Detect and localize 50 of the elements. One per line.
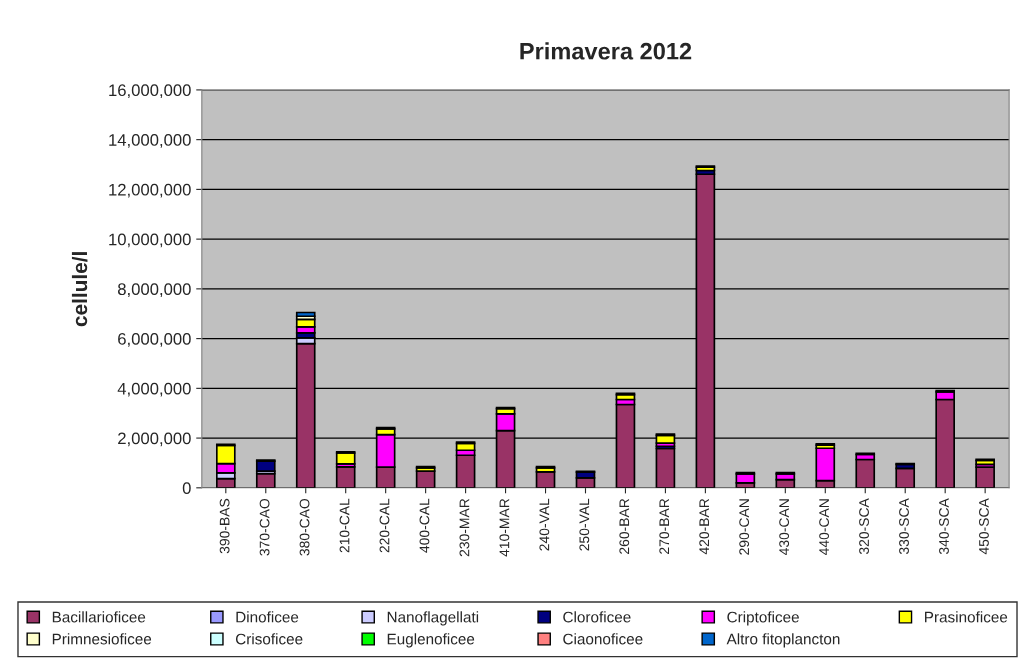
legend-label: Criptoficee <box>727 611 799 626</box>
y-tick-label: 4,000,000 <box>117 382 191 397</box>
legend-label: Primnesioficee <box>52 633 152 645</box>
bar <box>895 467 916 488</box>
bar <box>335 452 356 465</box>
x-tick-label: 370-CAO <box>259 498 270 556</box>
y-tick-label: 8,000,000 <box>117 283 191 298</box>
x-tick-label: 430-CAN <box>779 499 790 556</box>
legend-label: Cloroficee <box>563 611 631 623</box>
x-tick-label: 330-SCA <box>899 498 909 555</box>
y-tick-label: 16,000,000 <box>109 84 191 99</box>
y-tick-label: 10,000,000 <box>109 233 191 248</box>
legend-label: Nanoflagellati <box>387 611 479 626</box>
bar <box>295 311 316 318</box>
x-tick-label: 290-CAN <box>739 499 750 555</box>
x-tick-label: 270-BAR <box>659 498 670 554</box>
y-axis-title: cellule/l <box>71 252 88 327</box>
legend-label: Ciaonoficee <box>563 633 643 645</box>
x-tick-label: 420-BAR <box>699 498 710 555</box>
y-tick-label: 0 <box>182 482 191 495</box>
x-tick-label: 340-SCA <box>939 498 949 555</box>
y-tick-label: 12,000,000 <box>109 183 191 198</box>
x-tick-label: 440-CAN <box>819 499 830 556</box>
bar <box>455 454 476 488</box>
y-tick-label: 2,000,000 <box>118 432 191 447</box>
x-tick-label: 450-SCA <box>979 498 989 555</box>
x-tick-label: 380-CAO <box>299 498 310 556</box>
x-tick-label: 320-SCA <box>859 498 869 555</box>
chart-title: Primavera 2012 <box>520 42 692 60</box>
y-tick-label: 14,000,000 <box>109 134 191 148</box>
x-tick-label: 400-CAL <box>419 498 430 553</box>
bar <box>335 466 356 488</box>
x-tick-label: 210-CAL <box>339 498 350 553</box>
bar <box>855 458 876 488</box>
legend-label: Crisoficee <box>235 633 303 645</box>
x-tick-label: 240-VAL <box>539 498 550 551</box>
x-tick-label: 260-BAR <box>619 498 630 554</box>
x-tick-label: 220-CAL <box>379 498 390 553</box>
legend-label: Dinoficee <box>236 611 299 623</box>
legend-label: Bacillarioficee <box>52 611 146 623</box>
x-tick-label: 390-BAS <box>219 498 230 554</box>
x-tick-label: 230-MAR <box>459 498 470 557</box>
bar <box>655 447 676 488</box>
bar <box>975 466 995 488</box>
x-tick-label: 410-MAR <box>499 498 510 557</box>
legend-label: Altro fitoplancton <box>726 633 840 648</box>
legend-label: Prasinoficee <box>925 611 1008 623</box>
x-tick-label: 250-VAL <box>579 498 590 551</box>
legend-label: Euglenoficee <box>387 633 475 648</box>
y-tick-label: 6,000,000 <box>118 333 191 347</box>
